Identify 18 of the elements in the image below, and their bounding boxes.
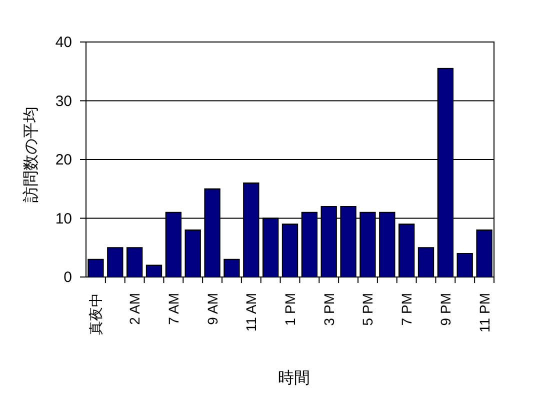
x-tick-label: 2 AM — [126, 293, 143, 325]
x-tick-label: 11 AM — [243, 293, 260, 332]
x-tick-label: 1 PM — [282, 293, 298, 326]
y-tick-label: 40 — [55, 34, 72, 51]
x-tick-label: 11 PM — [476, 293, 492, 332]
y-tick-label: 10 — [55, 210, 72, 228]
y-axis-title: 訪問数の平均 — [22, 106, 40, 202]
x-tick-label: 真夜中 — [88, 293, 104, 335]
y-tick-label: 0 — [64, 269, 72, 286]
x-tick-label: 3 PM — [320, 293, 337, 326]
x-tick-label: 5 PM — [360, 293, 376, 326]
y-tick-label: 20 — [55, 152, 72, 168]
y-tick-label: 30 — [55, 92, 72, 110]
x-axis-title: 時間 — [278, 369, 310, 387]
x-tick-label: 7 AM — [165, 293, 182, 325]
x-tick-label: 7 PM — [398, 293, 415, 326]
x-tick-label: 9 AM — [204, 293, 220, 325]
x-tick-label: 9 PM — [437, 293, 454, 326]
